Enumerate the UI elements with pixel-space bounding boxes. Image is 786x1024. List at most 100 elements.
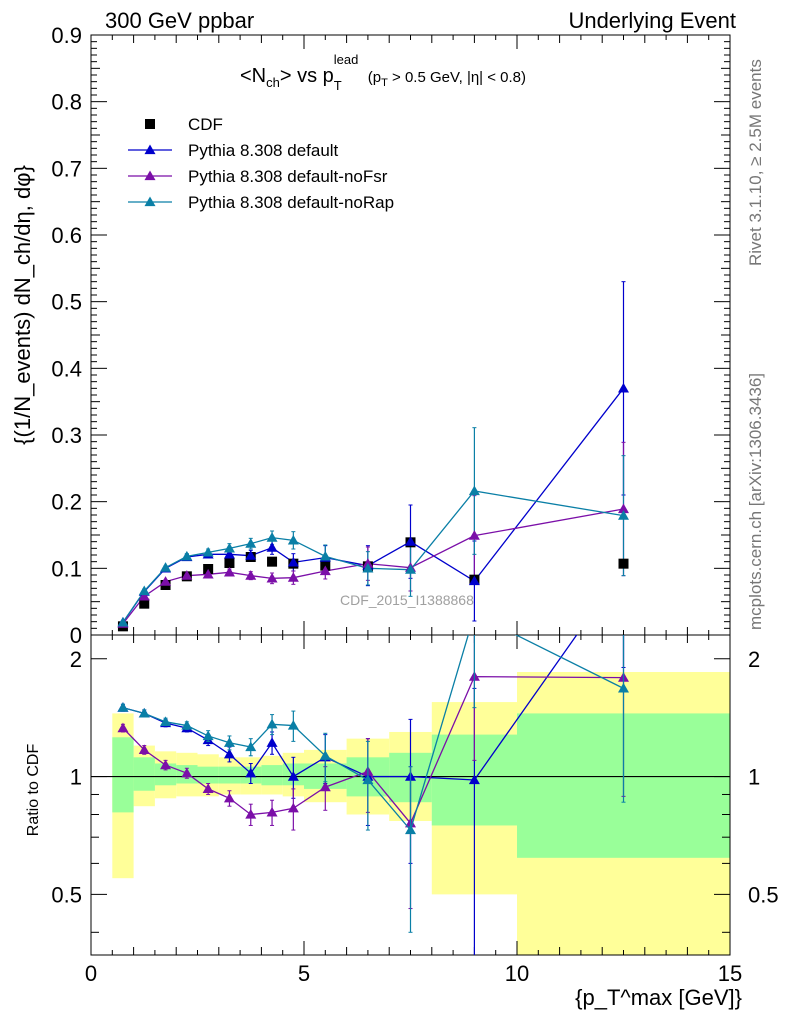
data-point-cdf-5 [224, 558, 235, 568]
ratio-point-3-5 [223, 737, 235, 747]
ratio-point-2-5 [223, 792, 235, 803]
ratio-point-1-7 [266, 737, 278, 747]
legend-label-2: Pythia 8.308 default-noFsr [188, 167, 388, 186]
title-cut-a-sub: T [381, 77, 388, 89]
ratio-point-3-3 [181, 720, 193, 730]
ratio-point-3-9 [319, 750, 331, 760]
data-point-1-11 [405, 536, 416, 546]
top-series-layer [117, 281, 629, 632]
ratio-point-3-11 [405, 824, 416, 835]
data-point-3-13 [618, 510, 629, 520]
ratio-point-3-7 [266, 718, 278, 729]
data-point-2-7 [266, 572, 278, 583]
side-label-mcplots: mcplots.cern.ch [arXiv:1306.3436] [746, 372, 765, 630]
data-point-1-12 [468, 575, 480, 586]
top-y-tick-label-2: 0.2 [51, 490, 82, 515]
ratio-point-1-6 [245, 767, 257, 778]
data-point-3-4 [202, 546, 214, 557]
x-tick-label-1: 5 [298, 961, 310, 986]
title-vs: > vs p [279, 65, 334, 87]
band-green-5 [218, 766, 241, 784]
x-tick-label-2: 10 [505, 961, 529, 986]
analysis-watermark: CDF_2015_I1388868 [340, 592, 474, 608]
series-line [122, 490, 624, 623]
band-green-4 [197, 766, 219, 784]
data-point-2-8 [287, 572, 299, 582]
legend-marker-0 [145, 119, 155, 129]
ratio-point-3-10 [362, 774, 374, 785]
legend-label-1: Pythia 8.308 default [188, 141, 339, 160]
ratio-point-3-0 [117, 702, 129, 712]
ratio-point-2-4 [202, 783, 214, 794]
ratio-point-2-3 [181, 767, 193, 778]
data-point-3-10 [362, 562, 374, 573]
plot-title: <Nch> vs p lead T (pT > 0.5 GeV, |η| < 0.8) [240, 52, 527, 93]
ratio-point-2-7 [266, 806, 278, 817]
title-cut-b: > 0.5 GeV, |η| < 0.8) [387, 69, 527, 86]
ratio-point-2-0 [117, 722, 129, 733]
data-point-2-3 [181, 570, 193, 580]
top-y-tick-label-5: 0.5 [51, 290, 82, 315]
data-point-3-6 [245, 538, 257, 548]
data-point-1-8 [287, 556, 299, 567]
data-point-1-5 [223, 548, 235, 559]
ratio-bands [112, 672, 730, 955]
title-main: <N [240, 65, 267, 87]
title-vs-sub: T [333, 78, 342, 93]
ratio-point-3-13 [618, 682, 629, 693]
data-point-2-9 [319, 565, 331, 576]
ratio-series-layer [117, 635, 629, 955]
header-left: 300 GeV ppbar [105, 8, 255, 33]
ratio-point-1-5 [223, 748, 235, 759]
data-point-3-2 [160, 562, 172, 572]
title-cut-a: (p [367, 69, 382, 86]
data-point-2-1 [138, 590, 150, 601]
data-point-3-0 [117, 616, 129, 627]
data-point-2-4 [202, 568, 214, 579]
data-point-1-6 [245, 550, 257, 560]
ratio-y-tick-label-2: 2 [70, 647, 82, 672]
ratio-y-tick-label-right-0: 0.5 [748, 882, 779, 907]
title-vs-sup: lead [333, 52, 359, 67]
top-y-tick-label-4: 0.4 [51, 356, 82, 381]
data-point-1-13 [618, 382, 629, 393]
data-point-2-5 [223, 566, 235, 577]
ratio-series-line [122, 635, 624, 832]
data-point-1-7 [266, 542, 278, 552]
ratio-point-3-1 [138, 707, 150, 718]
x-tick-label-0: 0 [85, 961, 97, 986]
ratio-y-axis-label: Ratio to CDF [25, 744, 42, 837]
data-point-3-11 [405, 564, 416, 574]
band-green-7 [261, 765, 283, 786]
ratio-series-3 [117, 635, 629, 933]
ratio-y-tick-label-0: 0.5 [51, 882, 82, 907]
data-point-3-8 [287, 534, 299, 545]
data-point-3-5 [223, 542, 235, 553]
band-green-1 [133, 757, 155, 791]
top-y-tick-label-3: 0.3 [51, 423, 82, 448]
data-point-2-13 [618, 503, 629, 514]
top-y-tick-label-6: 0.6 [51, 223, 82, 248]
ratio-point-3-8 [287, 720, 299, 730]
ratio-y-tick-label-right-2: 2 [748, 647, 760, 672]
ratio-y-tick-label-1: 1 [70, 765, 82, 790]
top-y-tick-label-7: 0.7 [51, 156, 82, 181]
series-line [122, 387, 625, 623]
data-point-3-9 [319, 550, 331, 561]
ratio-point-3-6 [245, 741, 257, 752]
data-point-3-1 [138, 585, 150, 596]
header-right: Underlying Event [568, 8, 736, 33]
legend-label-3: Pythia 8.308 default-noRap [188, 193, 394, 212]
ratio-point-2-8 [287, 802, 299, 813]
top-y-tick-label-1: 0.1 [51, 556, 82, 581]
top-y-tick-label-9: 0.9 [51, 23, 82, 48]
series-cdf [117, 537, 629, 632]
data-point-2-12 [468, 530, 480, 540]
ratio-point-2-6 [245, 808, 257, 819]
ratio-point-1-8 [287, 771, 299, 781]
ratio-point-2-2 [160, 759, 172, 770]
ratio-point-2-9 [319, 781, 331, 792]
legend-marker-1 [144, 144, 156, 155]
ratio-point-2-1 [138, 744, 150, 755]
